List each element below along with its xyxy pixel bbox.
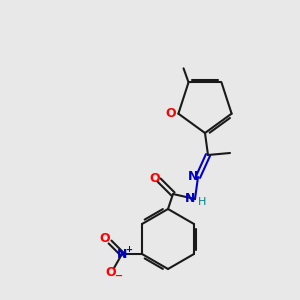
Text: H: H: [198, 197, 206, 207]
Text: O: O: [150, 172, 160, 184]
Text: N: N: [188, 169, 198, 182]
Text: O: O: [165, 107, 176, 120]
Text: +: +: [125, 244, 133, 253]
Text: O: O: [100, 232, 110, 244]
Text: N: N: [185, 191, 195, 205]
Text: O: O: [106, 266, 116, 278]
Text: −: −: [115, 271, 123, 281]
Text: N: N: [117, 248, 127, 260]
